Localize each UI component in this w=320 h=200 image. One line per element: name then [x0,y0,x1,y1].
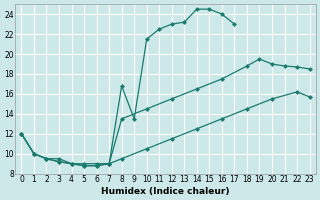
X-axis label: Humidex (Indice chaleur): Humidex (Indice chaleur) [101,187,230,196]
